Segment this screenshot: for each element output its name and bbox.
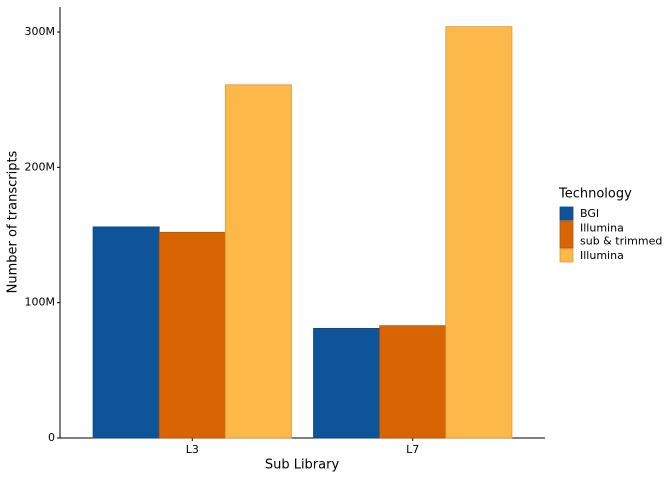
y-axis-title: Number of transcripts (6, 150, 21, 293)
legend-label: Illumina (580, 249, 624, 262)
y-tick-label: 100M (25, 296, 56, 309)
bar (313, 327, 381, 439)
bar (379, 325, 447, 439)
legend-key (559, 206, 574, 221)
bar (224, 84, 292, 439)
legend-label: BGI (580, 207, 599, 220)
y-tick-label: 300M (25, 25, 56, 38)
x-tick-label: L3 (186, 443, 199, 456)
y-tick-label: 200M (25, 160, 56, 173)
bar (445, 26, 513, 439)
bar (158, 231, 226, 439)
legend-title: Technology (558, 187, 632, 202)
legend-key (559, 248, 574, 263)
legend-key (559, 220, 574, 249)
legend-label: Illumina sub & trimmed (580, 222, 662, 248)
y-tick-label: 0 (48, 431, 55, 444)
x-axis-title: Sub Library (265, 458, 340, 473)
x-tick-label: L7 (406, 443, 419, 456)
bar (92, 226, 160, 439)
